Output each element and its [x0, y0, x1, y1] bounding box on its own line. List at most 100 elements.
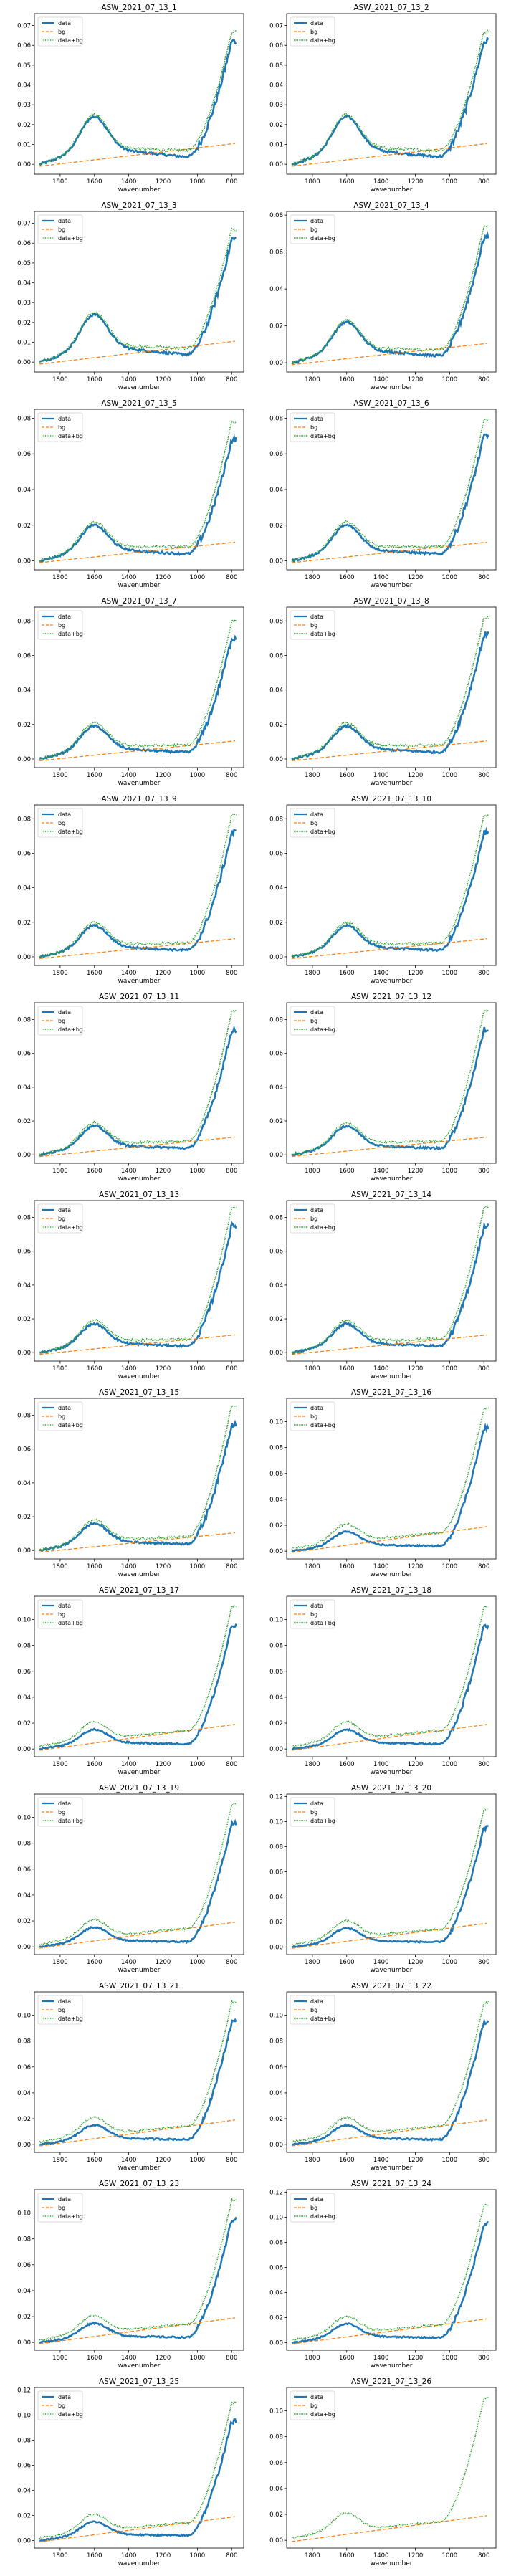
plot-area [39, 1803, 237, 1949]
y-tick-label: 0.00 [17, 558, 31, 566]
x-tick-label: 1400 [373, 376, 389, 383]
x-tick-label: 800 [478, 1365, 489, 1373]
y-tick-label: 0.07 [17, 221, 31, 228]
legend-label: data+bg [58, 37, 83, 44]
legend-label: bg [58, 226, 65, 233]
legend-label: data [310, 2196, 323, 2203]
legend: data bg data+bg [290, 1995, 335, 2025]
x-tick-label: 1400 [373, 574, 389, 581]
x-tick-label: 1600 [87, 970, 102, 977]
y-tick-label: 0.02 [17, 1316, 31, 1323]
series-bg-line [39, 1724, 236, 1751]
series-bg-line [39, 2516, 236, 2542]
y-tick-label: 0.08 [269, 618, 283, 625]
x-tick-label: 800 [478, 1761, 489, 1768]
y-tick-label: 0.04 [269, 2090, 283, 2097]
y-tick-label: 0.04 [17, 2288, 31, 2295]
series-data-bg-line [39, 1405, 237, 1552]
y-tick-label: 0.08 [269, 2038, 283, 2046]
x-tick-label: 1800 [305, 2552, 320, 2560]
x-tick-label: 1800 [52, 574, 68, 581]
x-tick-label: 1000 [442, 772, 458, 779]
x-axis-label: wavenumber [371, 2165, 413, 2172]
x-tick-label: 1800 [305, 178, 320, 186]
x-tick-label: 1200 [408, 772, 424, 779]
legend-label: data [58, 416, 71, 422]
y-tick-label: 0.00 [269, 954, 283, 961]
x-tick-label: 1800 [305, 1563, 320, 1570]
x-tick-label: 1600 [87, 376, 102, 383]
plot-area [39, 2400, 237, 2542]
y-tick-label: 0.06 [17, 240, 31, 247]
y-tick-label: 0.04 [269, 1894, 283, 1902]
subplot: ASW_2021_07_13_26 0.00 0.02 0.04 0.06 0.08 0.1… [269, 2377, 497, 2567]
subplot-title: ASW_2021_07_13_20 [351, 1784, 431, 1793]
y-tick-label: 0.02 [269, 722, 283, 729]
legend: data bg data+bg [290, 1203, 335, 1234]
x-tick-label: 1600 [87, 1959, 102, 1966]
y-tick-label: 0.06 [269, 42, 283, 49]
x-axis-label: wavenumber [371, 1769, 413, 1776]
x-tick-label: 1000 [190, 2552, 206, 2560]
x-tick-label: 1200 [408, 1563, 424, 1570]
legend-box [37, 1203, 83, 1234]
legend-label: data+bg [58, 235, 83, 242]
legend-label: data [58, 1998, 71, 2005]
y-tick-label: 0.06 [17, 1669, 31, 1676]
plot-area [39, 814, 237, 960]
legend-box [37, 1995, 83, 2025]
y-tick-label: 0.00 [17, 359, 31, 366]
y-tick-label: 0.02 [269, 122, 283, 129]
y-tick-label: 0.01 [17, 142, 31, 149]
x-tick-label: 1600 [87, 2157, 102, 2164]
series-data-line [291, 631, 489, 761]
y-tick-label: 0.06 [269, 1669, 283, 1676]
legend-label: data [310, 1405, 323, 1411]
subplot-title: ASW_2021_07_13_14 [351, 1191, 431, 1199]
subplot: ASW_2021_07_13_11 0.00 0.02 0.04 0.06 0.08 180… [17, 993, 244, 1183]
x-axis-label: wavenumber [118, 1373, 161, 1380]
legend-box [37, 1599, 83, 1629]
series-bg-line [292, 343, 488, 366]
legend-label: data [310, 20, 323, 27]
y-tick-label: 0.08 [17, 1017, 31, 1024]
x-axis-label: wavenumber [371, 1571, 413, 1578]
x-axis-label: wavenumber [371, 2362, 413, 2370]
x-tick-label: 800 [226, 178, 237, 186]
x-tick-label: 1000 [190, 2157, 206, 2164]
series-data-bg-line [39, 2198, 237, 2341]
legend: data bg data+bg [290, 1006, 335, 1036]
axes-frame [286, 1595, 497, 1757]
legend: data bg data+bg [37, 610, 83, 640]
x-tick-label: 1200 [408, 1168, 424, 1175]
legend-label: data [58, 614, 71, 620]
x-tick-label: 1800 [305, 376, 320, 383]
legend-box [37, 2390, 83, 2420]
x-tick-label: 1800 [305, 2355, 320, 2362]
x-tick-label: 1000 [190, 1365, 206, 1373]
series-data-line [291, 826, 489, 958]
legend-label: data+bg [310, 433, 335, 439]
legend-label: data+bg [310, 1026, 335, 1033]
plot-area [291, 1407, 489, 1553]
y-tick-label: 0.02 [17, 2314, 31, 2321]
legend-label: bg [310, 424, 317, 431]
y-tick-label: 0.10 [269, 1617, 283, 1624]
y-tick-label: 0.07 [269, 23, 283, 30]
y-tick-label: 0.03 [269, 102, 283, 109]
y-tick-label: 0.06 [269, 2460, 283, 2467]
legend-box [37, 16, 83, 47]
subplot: ASW_2021_07_13_7 0.00 0.02 0.04 0.06 0.08 1800… [17, 597, 244, 787]
x-tick-label: 1200 [156, 574, 171, 581]
y-tick-label: 0.02 [17, 2513, 31, 2520]
legend-label: bg [310, 226, 317, 233]
x-tick-label: 1800 [305, 2157, 320, 2164]
legend-label: bg [310, 2007, 317, 2013]
subplot-title: ASW_2021_07_13_25 [99, 2377, 179, 2386]
x-tick-label: 1400 [121, 1563, 137, 1570]
legend: data bg data+bg [37, 1203, 83, 1234]
axes-frame [34, 2189, 244, 2351]
y-tick-label: 0.00 [269, 161, 283, 168]
x-tick-label: 1400 [121, 1168, 137, 1175]
axes-frame [34, 804, 244, 966]
